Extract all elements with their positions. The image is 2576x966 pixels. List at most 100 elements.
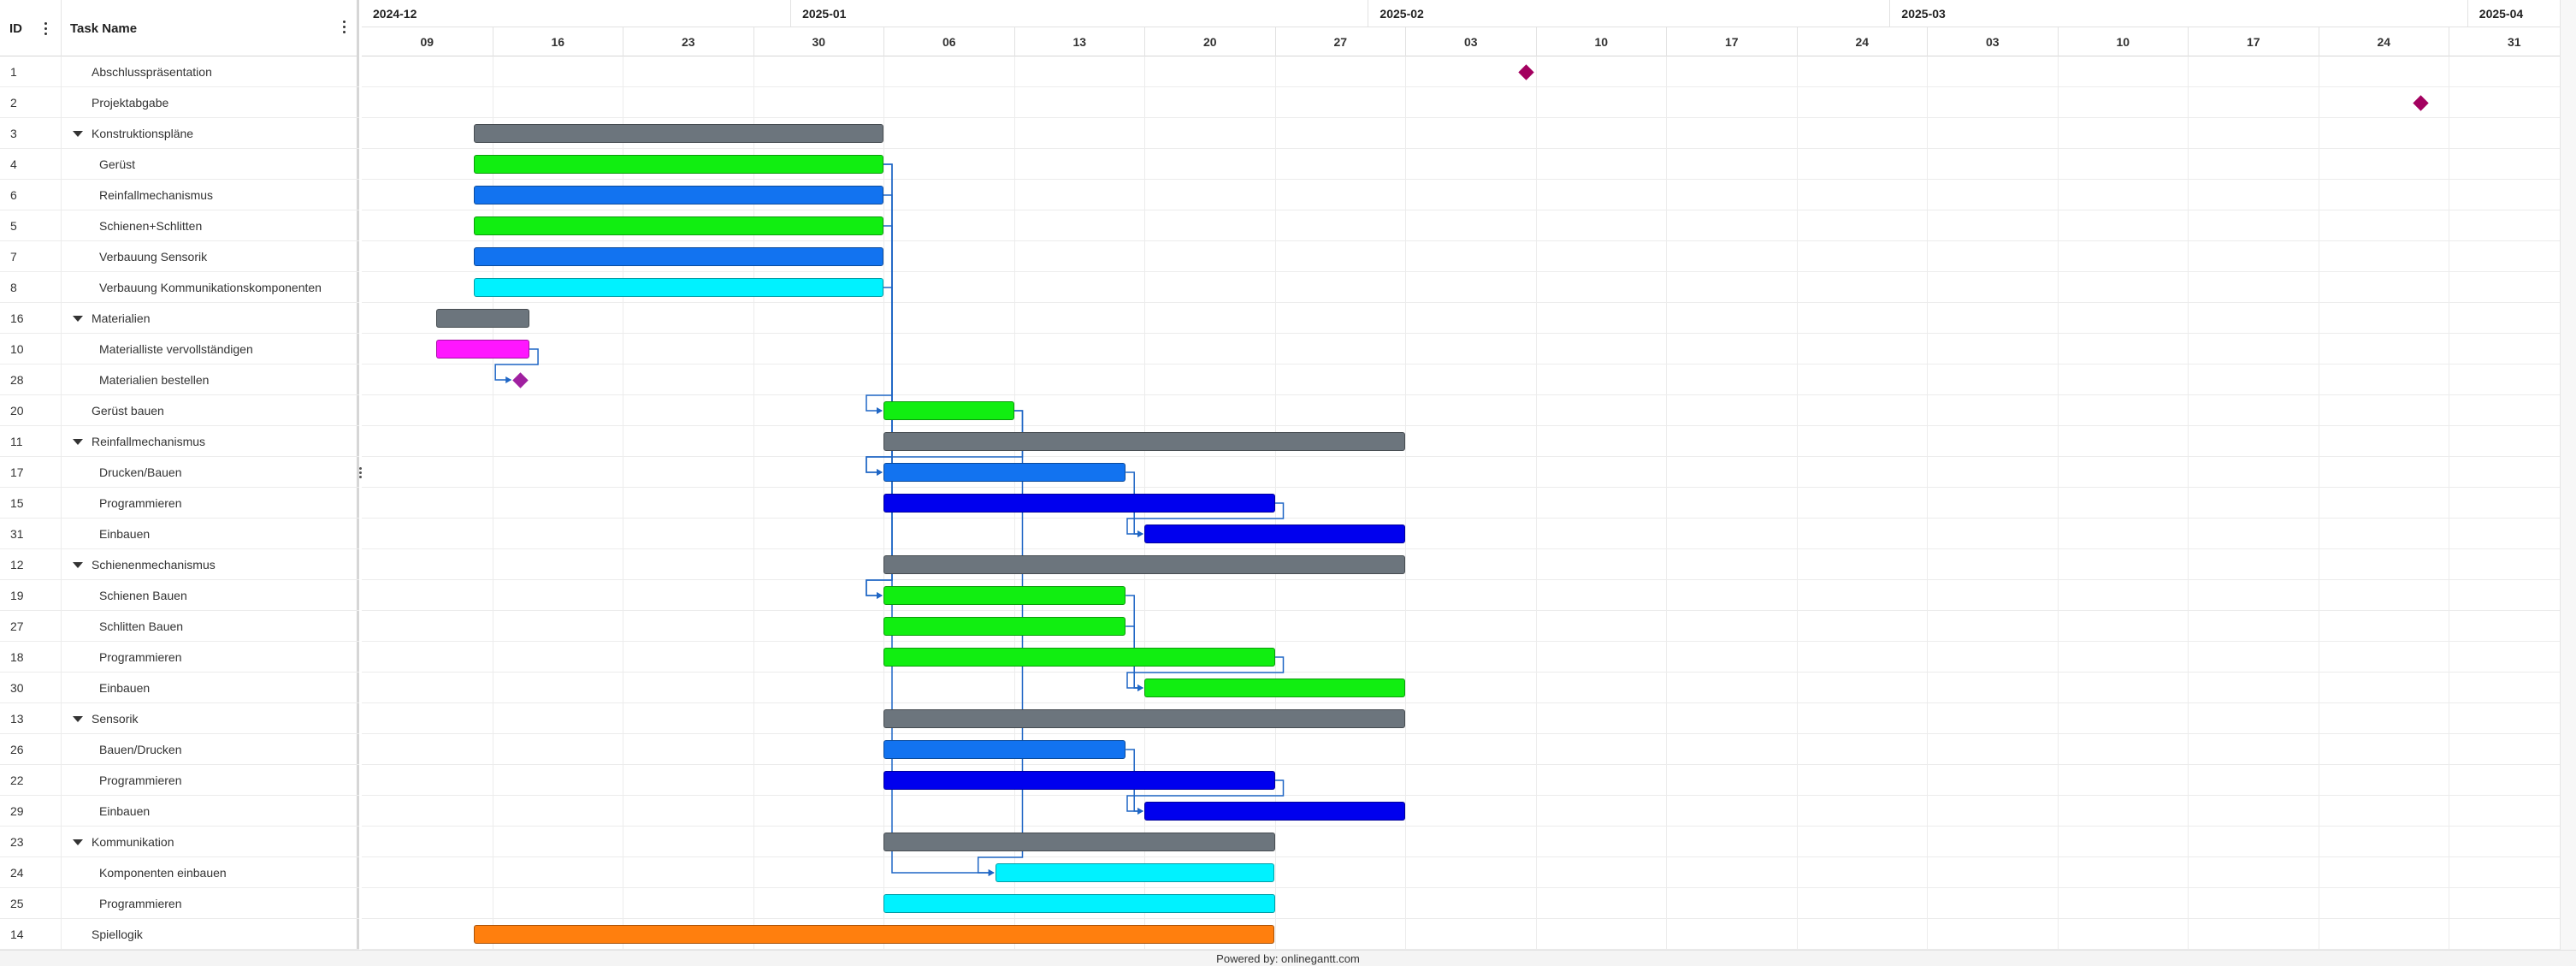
task-bar[interactable] bbox=[883, 740, 1126, 759]
task-row[interactable]: 7 Verbauung Sensorik bbox=[0, 241, 359, 272]
task-name-cell[interactable]: Schienen Bauen bbox=[62, 580, 359, 611]
collapse-caret-icon[interactable] bbox=[73, 439, 83, 445]
task-name-cell[interactable]: Abschlusspräsentation bbox=[62, 56, 359, 87]
task-bar[interactable] bbox=[883, 617, 1126, 636]
milestone-marker[interactable] bbox=[2413, 94, 2429, 111]
task-row[interactable]: 22 Programmieren bbox=[0, 765, 359, 796]
task-row[interactable]: 17 Drucken/Bauen bbox=[0, 457, 359, 488]
task-row[interactable]: 25 Programmieren bbox=[0, 888, 359, 919]
task-name-cell[interactable]: Drucken/Bauen bbox=[62, 457, 359, 488]
task-name-cell[interactable]: Schienenmechanismus bbox=[62, 549, 359, 580]
task-bar[interactable] bbox=[883, 648, 1275, 667]
grid-resize-handle[interactable] bbox=[358, 466, 363, 480]
task-name-cell[interactable]: Verbauung Sensorik bbox=[62, 241, 359, 272]
task-bar[interactable] bbox=[883, 771, 1275, 790]
task-row[interactable]: 19 Schienen Bauen bbox=[0, 580, 359, 611]
task-bar[interactable] bbox=[473, 278, 883, 297]
task-row[interactable]: 6 Reinfallmechanismus bbox=[0, 180, 359, 210]
task-bar[interactable] bbox=[883, 463, 1126, 482]
vertical-scrollbar[interactable] bbox=[2560, 0, 2576, 950]
task-name-cell[interactable]: Materialien bbox=[62, 303, 359, 334]
task-bar[interactable] bbox=[436, 340, 530, 359]
task-row[interactable]: 4 Gerüst bbox=[0, 149, 359, 180]
task-bar[interactable] bbox=[883, 494, 1275, 513]
id-column-header[interactable]: ID bbox=[0, 0, 62, 56]
collapse-caret-icon[interactable] bbox=[73, 131, 83, 137]
task-name-cell[interactable]: Schlitten Bauen bbox=[62, 611, 359, 642]
task-row[interactable]: 2 Projektabgabe bbox=[0, 87, 359, 118]
task-bar[interactable] bbox=[1144, 802, 1405, 821]
task-row[interactable]: 13 Sensorik bbox=[0, 703, 359, 734]
task-name-cell[interactable]: Bauen/Drucken bbox=[62, 734, 359, 765]
summary-bar[interactable] bbox=[883, 833, 1275, 851]
task-row[interactable]: 11 Reinfallmechanismus bbox=[0, 426, 359, 457]
collapse-caret-icon[interactable] bbox=[73, 316, 83, 322]
task-name-column-header[interactable]: Task Name bbox=[62, 0, 359, 56]
task-name-cell[interactable]: Materialliste vervollständigen bbox=[62, 334, 359, 364]
task-name-cell[interactable]: Konstruktionspläne bbox=[62, 118, 359, 149]
task-name-cell[interactable]: Reinfallmechanismus bbox=[62, 180, 359, 210]
summary-bar[interactable] bbox=[883, 555, 1405, 574]
task-row[interactable]: 23 Kommunikation bbox=[0, 827, 359, 857]
task-row[interactable]: 10 Materialliste vervollständigen bbox=[0, 334, 359, 364]
collapse-caret-icon[interactable] bbox=[73, 839, 83, 845]
task-name-cell[interactable]: Spiellogik bbox=[62, 919, 359, 950]
task-name-cell[interactable]: Einbauen bbox=[62, 519, 359, 549]
task-name-cell[interactable]: Programmieren bbox=[62, 765, 359, 796]
task-bar[interactable] bbox=[883, 586, 1126, 605]
task-bar[interactable] bbox=[1144, 524, 1405, 543]
task-name-cell[interactable]: Gerüst bauen bbox=[62, 395, 359, 426]
task-row[interactable]: 18 Programmieren bbox=[0, 642, 359, 673]
task-bar[interactable] bbox=[1144, 679, 1405, 697]
task-name-cell[interactable]: Programmieren bbox=[62, 642, 359, 673]
task-bar[interactable] bbox=[473, 186, 883, 204]
task-row[interactable]: 5 Schienen+Schlitten bbox=[0, 210, 359, 241]
task-row[interactable]: 31 Einbauen bbox=[0, 519, 359, 549]
task-name-cell[interactable]: Projektabgabe bbox=[62, 87, 359, 118]
task-row[interactable]: 20 Gerüst bauen bbox=[0, 395, 359, 426]
task-bar[interactable] bbox=[473, 155, 883, 174]
task-row[interactable]: 30 Einbauen bbox=[0, 673, 359, 703]
task-name-cell[interactable]: Reinfallmechanismus bbox=[62, 426, 359, 457]
task-row[interactable]: 28 Materialien bestellen bbox=[0, 364, 359, 395]
task-row[interactable]: 3 Konstruktionspläne bbox=[0, 118, 359, 149]
task-row[interactable]: 14 Spiellogik bbox=[0, 919, 359, 950]
task-name-cell[interactable]: Einbauen bbox=[62, 673, 359, 703]
task-bar[interactable] bbox=[995, 863, 1275, 882]
task-row[interactable]: 8 Verbauung Kommunikationskomponenten bbox=[0, 272, 359, 303]
task-row[interactable]: 27 Schlitten Bauen bbox=[0, 611, 359, 642]
task-name-cell[interactable]: Komponenten einbauen bbox=[62, 857, 359, 888]
task-row[interactable]: 24 Komponenten einbauen bbox=[0, 857, 359, 888]
task-name-cell[interactable]: Programmieren bbox=[62, 888, 359, 919]
collapse-caret-icon[interactable] bbox=[73, 562, 83, 568]
id-column-menu-icon[interactable] bbox=[40, 21, 52, 36]
milestone-marker[interactable] bbox=[1518, 63, 1534, 80]
task-name-cell[interactable]: Einbauen bbox=[62, 796, 359, 827]
summary-bar[interactable] bbox=[883, 432, 1405, 451]
task-name-cell[interactable]: Schienen+Schlitten bbox=[62, 210, 359, 241]
task-name-cell[interactable]: Sensorik bbox=[62, 703, 359, 734]
collapse-caret-icon[interactable] bbox=[73, 716, 83, 722]
task-row[interactable]: 26 Bauen/Drucken bbox=[0, 734, 359, 765]
task-bar[interactable] bbox=[883, 401, 1014, 420]
task-name-cell[interactable]: Programmieren bbox=[62, 488, 359, 519]
summary-bar[interactable] bbox=[883, 709, 1405, 728]
task-bar[interactable] bbox=[473, 216, 883, 235]
task-name-cell[interactable]: Gerüst bbox=[62, 149, 359, 180]
task-row[interactable]: 12 Schienenmechanismus bbox=[0, 549, 359, 580]
task-row[interactable]: 1 Abschlusspräsentation bbox=[0, 56, 359, 87]
milestone-marker[interactable] bbox=[511, 371, 529, 388]
task-row[interactable]: 29 Einbauen bbox=[0, 796, 359, 827]
summary-bar[interactable] bbox=[436, 309, 530, 328]
task-bar[interactable] bbox=[883, 894, 1275, 913]
task-bar[interactable] bbox=[473, 247, 883, 266]
task-row[interactable]: 16 Materialien bbox=[0, 303, 359, 334]
task-name-cell[interactable]: Verbauung Kommunikationskomponenten bbox=[62, 272, 359, 303]
summary-bar[interactable] bbox=[473, 124, 883, 143]
task-bar[interactable] bbox=[473, 925, 1275, 944]
dependency-arrow-icon bbox=[1137, 530, 1143, 537]
task-name-column-menu-icon[interactable] bbox=[339, 19, 351, 34]
task-name-cell[interactable]: Materialien bestellen bbox=[62, 364, 359, 395]
task-name-cell[interactable]: Kommunikation bbox=[62, 827, 359, 857]
task-row[interactable]: 15 Programmieren bbox=[0, 488, 359, 519]
